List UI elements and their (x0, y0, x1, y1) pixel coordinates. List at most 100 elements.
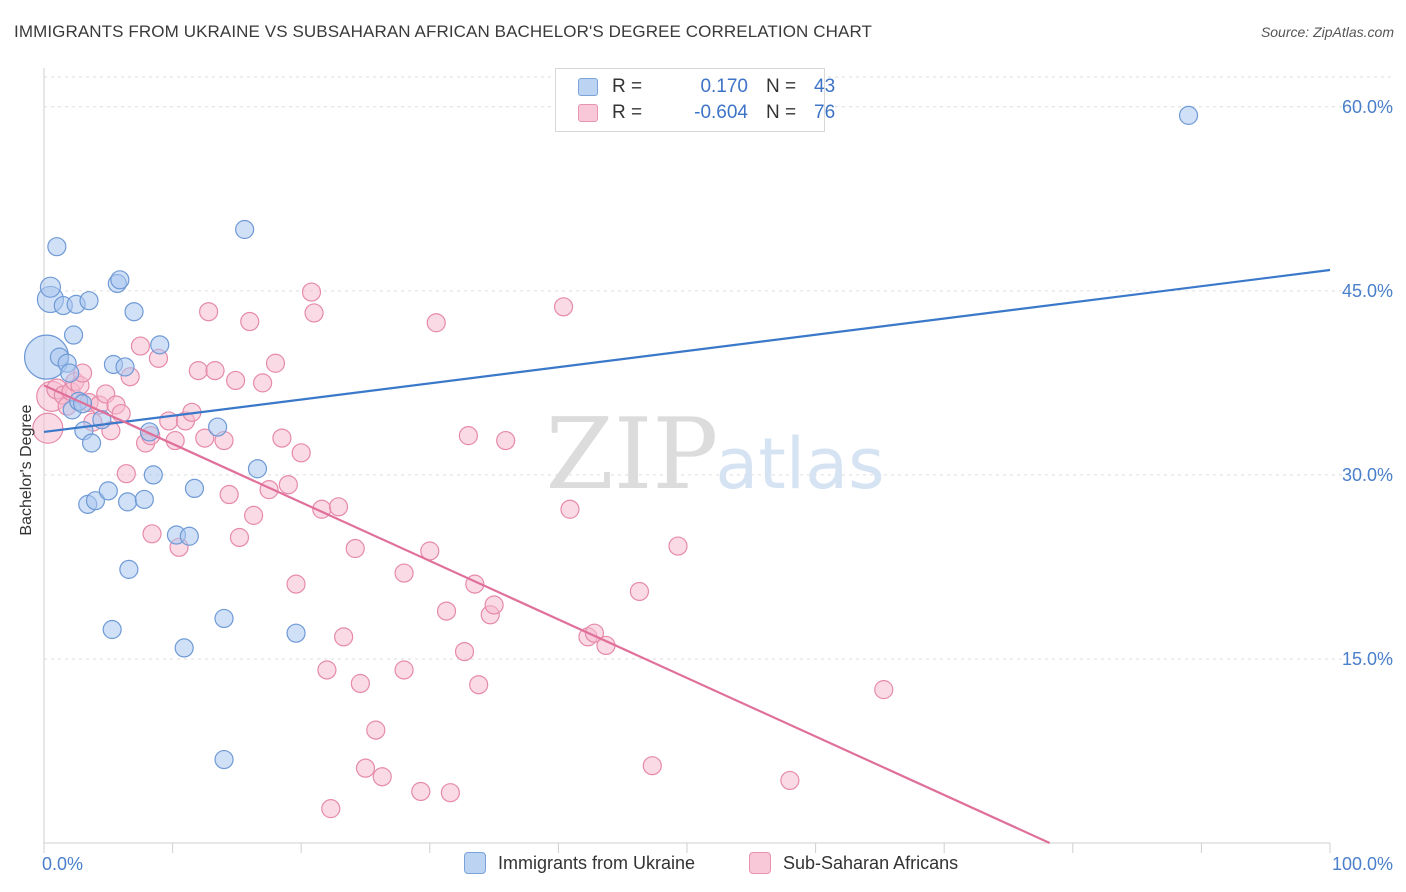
sub-saharan-point (394, 660, 414, 680)
ukraine-point (79, 291, 99, 311)
ukraine-point (98, 481, 118, 501)
ukraine-point (184, 478, 205, 499)
x-tick-label-max: 100.0% (1332, 854, 1393, 874)
sub-saharan-point (301, 282, 322, 302)
legend-n-value: 76 (814, 102, 836, 123)
ukraine-point (235, 219, 255, 240)
correlation-legend: R = 0.170 N = 43 R = -0.604 N = 76 (555, 68, 835, 132)
trend-line-ukraine (43, 268, 1331, 434)
bottom-legend-label-sub-saharan: Sub-Saharan Africans (783, 852, 959, 873)
ukraine-point (60, 363, 80, 383)
sub-saharan-point (458, 426, 478, 446)
sub-saharan-point (195, 428, 215, 448)
sub-saharan-point (496, 430, 516, 451)
sub-saharan-point (334, 627, 354, 647)
sub-saharan-point (188, 361, 208, 381)
watermark: ZIP atlas (546, 398, 885, 512)
sub-saharan-point (366, 720, 386, 740)
gridlines (44, 76, 1393, 660)
axes (43, 68, 1331, 853)
sub-saharan-point (560, 499, 580, 519)
ukraine-point (63, 325, 84, 345)
sub-saharan-point (321, 799, 341, 819)
ukraine-point (214, 608, 234, 629)
y-tick-label: 15.0% (1342, 649, 1393, 669)
y-tick-label: 45.0% (1342, 281, 1393, 301)
sub-saharan-point (440, 783, 460, 803)
legend-row-ukraine: R = 0.170 N = 43 (578, 75, 835, 99)
sub-saharan-point (436, 601, 457, 621)
ukraine-point (85, 491, 106, 511)
sub-saharan-point (116, 464, 136, 484)
sub-saharan-point (253, 373, 273, 393)
x-tick-label-min: 0.0% (42, 854, 83, 874)
sub-saharan-point (372, 767, 392, 787)
bottom-legend-swatch-blue (464, 852, 486, 874)
sub-saharan-point (642, 756, 662, 776)
ukraine-point (150, 335, 170, 355)
ukraine-point (102, 619, 122, 640)
sub-saharan-point (229, 527, 250, 548)
sub-saharan-point (272, 428, 292, 448)
sub-saharan-point (411, 781, 431, 802)
sub-saharan-point (205, 361, 225, 381)
legend-n-value: 43 (814, 76, 836, 97)
ukraine-point (179, 526, 199, 546)
ukraine-point (214, 749, 234, 770)
watermark-atlas: atlas (715, 423, 884, 505)
tick-labels: 15.0% 30.0% 45.0% 60.0% 0.0% 100.0% (42, 97, 1393, 874)
sub-saharan-point (240, 311, 260, 332)
sub-saharan-point (219, 484, 239, 505)
sub-saharan-point (278, 475, 298, 495)
sub-saharan-point (286, 574, 306, 594)
bottom-legend-label-ukraine: Immigrants from Ukraine (498, 852, 696, 873)
ukraine-point (1178, 105, 1199, 125)
sub-saharan-point (32, 412, 64, 444)
ukraine-point (115, 357, 135, 377)
sub-saharan-point (226, 370, 246, 391)
ukraine-point (39, 276, 62, 298)
y-axis-title: Bachelor's Degree (18, 404, 35, 536)
ukraine-point (119, 559, 139, 579)
sub-saharan-point (553, 297, 574, 317)
legend-swatch-blue (578, 78, 598, 96)
sub-saharan-point (199, 302, 219, 322)
ukraine-point (81, 433, 102, 453)
sub-saharan-point (142, 524, 162, 544)
sub-saharan-point (668, 536, 688, 556)
sub-saharan-point (426, 313, 446, 333)
legend-r-label: R = (612, 76, 643, 97)
sub-saharan-point (874, 680, 894, 700)
sub-saharan-point (469, 675, 489, 695)
trend-line-sub-saharan (43, 384, 1051, 845)
ukraine-point (117, 492, 138, 512)
sub-saharan-point (345, 538, 365, 559)
series-sub-saharan-points (32, 282, 894, 819)
sub-saharan-point (130, 336, 151, 356)
ukraine-point (247, 459, 268, 479)
sub-saharan-point (629, 581, 650, 602)
sub-saharan-point (244, 505, 264, 525)
sub-saharan-point (317, 660, 337, 680)
ukraine-point (174, 638, 194, 658)
bottom-legend-ukraine: Immigrants from Ukraine (464, 851, 695, 875)
ukraine-point (47, 237, 67, 257)
sub-saharan-point (291, 443, 311, 463)
y-tick-label: 30.0% (1342, 465, 1393, 485)
ukraine-point (208, 417, 228, 437)
bottom-legend-sub-saharan: Sub-Saharan Africans (749, 851, 958, 875)
trend-lines (43, 268, 1331, 845)
bottom-legend-swatch-pink (749, 852, 771, 874)
ukraine-point (110, 270, 130, 290)
legend-r-label: R = (612, 102, 643, 123)
sub-saharan-point (350, 673, 370, 694)
legend-r-value: -0.604 (694, 102, 748, 123)
y-tick-label: 60.0% (1342, 97, 1393, 117)
sub-saharan-point (328, 497, 349, 517)
sub-saharan-point (780, 770, 800, 791)
legend-n-label: N = (766, 102, 797, 123)
series-ukraine-points (23, 105, 1199, 770)
ukraine-point (134, 489, 154, 510)
legend-row-sub-saharan: R = -0.604 N = 76 (578, 101, 835, 125)
